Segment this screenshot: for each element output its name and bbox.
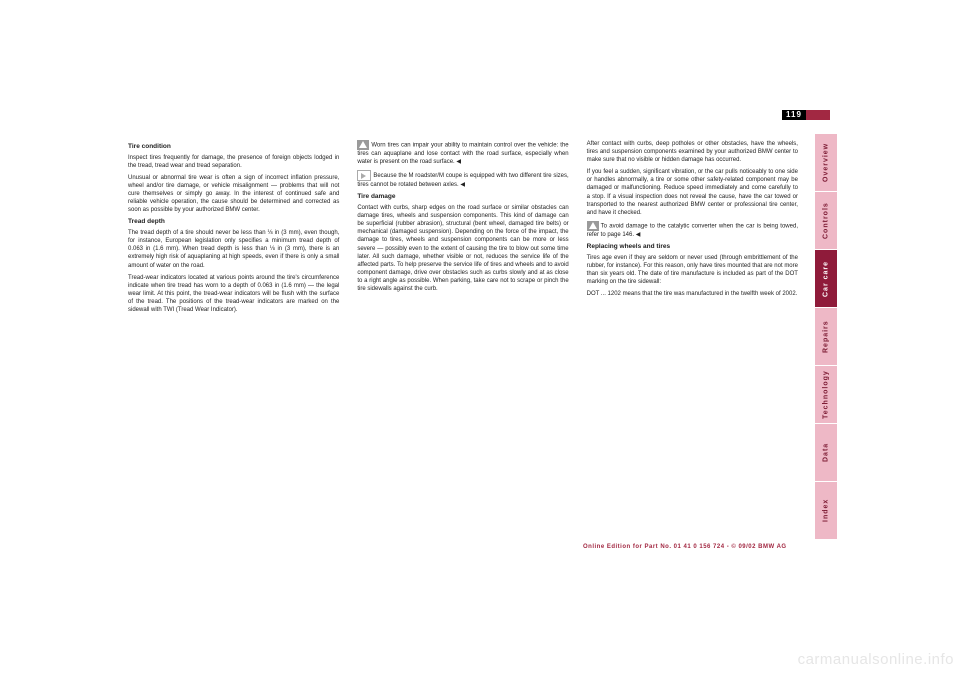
tab-technology[interactable]: Technology <box>815 365 837 423</box>
tab-data[interactable]: Data <box>815 423 837 481</box>
body-text: If you feel a sudden, significant vibrat… <box>587 168 798 217</box>
column-2: Worn tires can impair your ability to ma… <box>357 140 568 530</box>
tab-controls[interactable]: Controls <box>815 191 837 249</box>
body-text: Tires age even if they are seldom or nev… <box>587 254 798 286</box>
side-tabs: Overview Controls Car care Repairs Techn… <box>815 133 837 539</box>
warning-block: To avoid damage to the catalytic convert… <box>587 221 798 239</box>
footer-edition-text: Online Edition for Part No. 01 41 0 156 … <box>583 544 787 550</box>
page-number-bar: 119 <box>782 110 830 120</box>
body-text: Contact with curbs, sharp edges on the r… <box>357 204 568 293</box>
heading-tire-damage: Tire damage <box>357 193 568 202</box>
tab-overview[interactable]: Overview <box>815 133 837 191</box>
body-text: Tread-wear indicators located at various… <box>128 274 339 314</box>
content-columns: Tire condition Inspect tires frequently … <box>128 140 798 530</box>
heading-tire-condition: Tire condition <box>128 143 339 152</box>
note-icon <box>357 170 371 181</box>
body-text: Inspect tires frequently for damage, the… <box>128 154 339 170</box>
tab-car-care[interactable]: Car care <box>815 249 837 307</box>
heading-replacing-wheels: Replacing wheels and tires <box>587 243 798 252</box>
manual-page: 119 Tire condition Inspect tires frequen… <box>128 110 828 540</box>
warning-icon <box>357 140 369 150</box>
column-3: After contact with curbs, deep potholes … <box>587 140 798 530</box>
tab-repairs[interactable]: Repairs <box>815 307 837 365</box>
column-1: Tire condition Inspect tires frequently … <box>128 140 339 530</box>
note-block: Because the M roadster/M coupe is equipp… <box>357 170 568 189</box>
body-text: The tread depth of a tire should never b… <box>128 229 339 269</box>
warning-block: Worn tires can impair your ability to ma… <box>357 140 568 166</box>
body-text: After contact with curbs, deep potholes … <box>587 140 798 164</box>
body-text: DOT ... 1202 means that the tire was man… <box>587 290 798 298</box>
page-number-accent <box>806 110 830 120</box>
watermark-text: carmanualsonline.info <box>798 651 954 668</box>
warning-text: Worn tires can impair your ability to ma… <box>357 143 568 166</box>
tab-index[interactable]: Index <box>815 481 837 539</box>
warning-icon <box>587 221 599 231</box>
warning-text: To avoid damage to the catalytic convert… <box>587 223 798 237</box>
page-number: 119 <box>782 110 806 120</box>
body-text: Unusual or abnormal tire wear is often a… <box>128 174 339 214</box>
note-text: Because the M roadster/M coupe is equipp… <box>357 173 568 188</box>
heading-tread-depth: Tread depth <box>128 218 339 227</box>
